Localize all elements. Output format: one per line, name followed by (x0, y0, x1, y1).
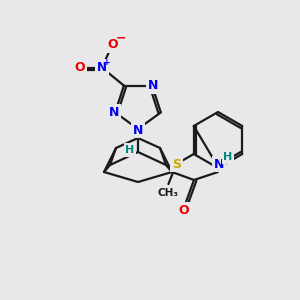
Text: O: O (179, 203, 189, 217)
Text: N: N (109, 106, 119, 119)
Text: −: − (116, 31, 126, 44)
Text: H: H (125, 145, 135, 155)
Text: O: O (75, 61, 85, 74)
Text: H: H (224, 152, 232, 162)
Text: O: O (108, 38, 118, 51)
Text: N: N (133, 124, 143, 136)
Text: N: N (148, 79, 158, 92)
Text: N: N (97, 61, 107, 74)
Text: N: N (214, 158, 224, 170)
Text: S: S (172, 158, 181, 170)
Text: +: + (103, 58, 111, 67)
Text: CH₃: CH₃ (158, 188, 179, 198)
